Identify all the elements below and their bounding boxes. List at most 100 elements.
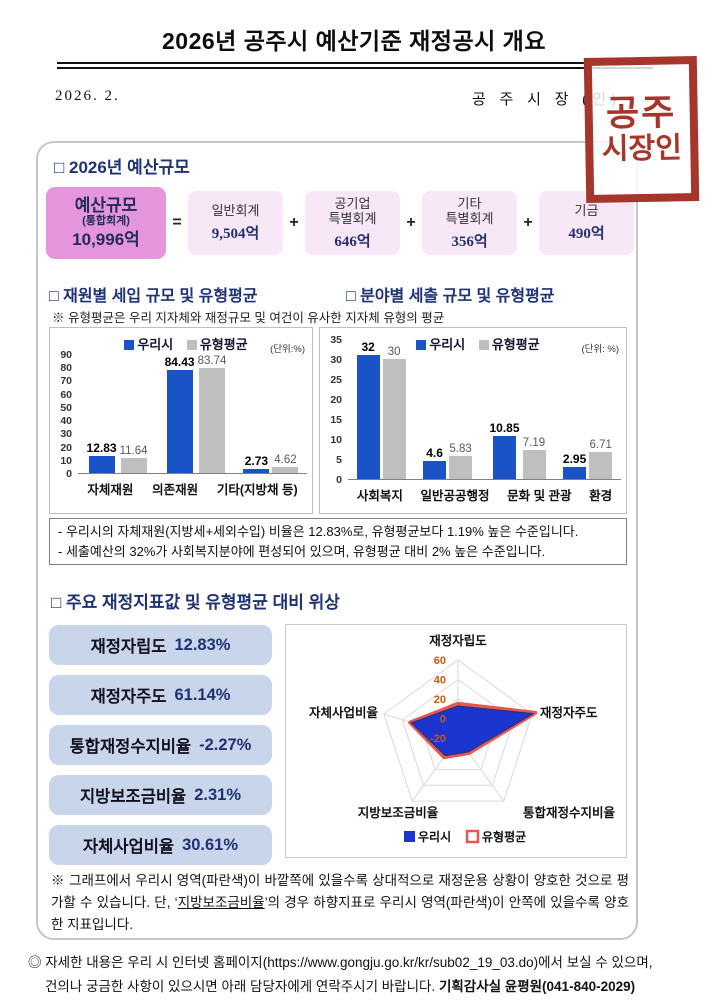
budget-item-box: 기타 특별회계 356억 [422,191,517,255]
bar-column: 2.95 [563,340,586,479]
indicator-label: 재정자립도 [90,638,167,656]
series2-swatch-icon [478,340,489,350]
bar [382,359,406,479]
note-underlined-term: 지방보조금비율 [177,895,265,910]
page-title: 2026년 공주시 예산기준 재정공시 개요 [162,28,546,54]
indicator-card: 재정자립도 12.83% [49,625,272,665]
y-axis-tick: 0 [66,468,72,480]
y-axis-tick: 0 [336,474,342,486]
radar-series-city [410,705,534,757]
budget-item-box: 일반회계 9,504억 [188,191,283,255]
radar-chart: 60 40 20 0 -20 재정자립도 재정자주도 통합재정수지비율 지방보조금비율 자체사업비… [285,624,627,858]
bar-column: 83.74 [198,355,226,473]
bar-column: 10.85 [489,340,520,479]
budget-total-subtitle: (통합회계) [82,214,130,227]
budget-total-box: 예산규모 (통합회계) 10,996억 [46,187,166,259]
revenue-chart-heading: □ 재원별 세입 규모 및 유형평균 [49,288,258,305]
bar [198,368,225,473]
bar-column: 6.71 [589,340,613,479]
bar [88,456,115,473]
category-label: 기타(지방채 등) [216,483,298,497]
y-axis-tick: 90 [60,349,72,361]
radar-series-average [408,701,538,760]
indicator-value: 2.31% [194,785,242,804]
bar-group: 4.6 5.83 [423,340,473,479]
category-labels: 사회복지 일반공공행정 문화 및 관광 환경 [348,485,621,504]
series1-swatch-icon [416,340,427,350]
plot-region: 32 30 4.6 5.83 10.85 7.19 2.95 6.71 [348,340,621,480]
findings-box: - 우리시의 자체재원(지방세+세외수입) 비율은 12.83%로, 유형평균보… [49,518,627,565]
indicator-section-heading: □ 주요 재정지표값 및 유형평균 대비 위상 [51,593,340,612]
radar-tick-label: 40 [434,675,446,687]
legend-average-label: 유형평균 [482,829,526,844]
footer-line1: ◎ 자세한 내용은 우리 시 인터넷 홈페이지(https://www.gong… [28,955,653,970]
legend-city-label: 우리시 [418,829,451,844]
radar-axis-label: 자체사업비율 [309,705,379,720]
series1-label: 우리시 [137,337,174,352]
revenue-bar-chart: 우리시 유형평균 (단위:%) 0 10 20 30 40 50 60 70 80 90 12.83… [49,327,313,514]
y-axis-tick: 20 [60,441,72,454]
radar-axis-label: 통합재정수지비율 [523,805,616,820]
indicator-card: 재정자주도 61.14% [49,675,272,715]
note-part1: ※ 그래프에서 우리시 영역(파란색)이 바깥쪽에 있을수록 상대적으로 재정운… [51,873,629,910]
footer-line2: 건의나 궁금한 사항이 있으시면 아래 담당자에게 연락주시기 바랍니다. 기획… [28,975,694,999]
budget-item-label: 일반회계 [211,203,260,218]
bar [589,452,613,479]
indicator-value: 61.14% [174,685,231,704]
y-axis-tick: 60 [60,388,72,401]
expenditure-chart-heading: □ 분야별 세출 규모 및 유형평균 [346,288,555,305]
budget-item-label2: 특별회계 [445,210,494,226]
bar [522,450,546,479]
radar-tick-label: -20 [430,733,446,745]
equals-sign: = [172,214,182,231]
bar-column: 7.19 [522,340,546,479]
finding-line: - 우리시의 자체재원(지방세+세외수입) 비율은 12.83%로, 유형평균보… [58,524,579,539]
bar-column: 4.6 [423,340,447,479]
bar-column: 84.43 [165,355,195,473]
stamp-text-line2: 시장인 [601,131,683,166]
indicator-card: 지방보조금비율 2.31% [49,775,272,815]
chart-legend: 우리시 유형평균 [50,334,312,353]
plot-region: 12.83 11.64 84.43 83.74 2.73 4.62 [78,355,307,474]
radar-axis-label: 재정자주도 [540,705,598,720]
footer-contact-bold: 기획감사실 윤평원(041-840-2029) [438,979,636,994]
bar [423,461,447,479]
budget-item-value: 646억 [334,233,371,250]
budget-item-label2: 특별회계 [328,210,377,226]
bar [449,456,473,479]
bar [563,467,587,479]
bar-value-label: 30 [387,346,401,358]
y-axis-tick: 30 [330,354,342,366]
bar-group: 12.83 11.64 [87,355,148,473]
indicator-value: -2.27% [199,735,252,754]
budget-item-label: 공기업 [334,195,371,211]
bar-value-label: 84.43 [164,355,195,369]
document-date: 2026. 2. [55,88,120,104]
budget-section-heading: □ 2026년 예산규모 [54,158,190,177]
plus-sign: + [289,214,299,231]
indicator-value: 12.83% [174,635,231,654]
radar-tick-label: 0 [440,714,446,726]
budget-summary-row: 예산규모 (통합회계) 10,996억 = 일반회계 9,504억 + 공기업 특… [46,185,636,261]
bar-value-label: 7.19 [522,437,546,449]
footer-line2-text: 건의나 궁금한 사항이 있으시면 아래 담당자에게 연락주시기 바랍니다. [45,979,439,994]
indicator-label: 재정자주도 [90,688,167,706]
title-underline [57,62,653,69]
radar-ring [383,659,533,802]
bar-value-label: 5.83 [449,443,472,455]
bar-group: 32 30 [356,340,406,479]
content-container: □ 2026년 예산규모 예산규모 (통합회계) 10,996억 = 일반회계 … [36,141,638,940]
radar-axis-label: 재정자립도 [429,633,487,648]
radar-tick-label: 20 [434,694,446,706]
bar [243,469,270,473]
chart-unit-label: (단위:%) [270,344,305,355]
category-label: 자체재원 [87,483,134,497]
y-axis-tick: 70 [60,375,72,388]
bar-value-label: 32 [361,340,375,354]
y-axis-tick: 35 [330,334,342,346]
budget-item-label: 기금 [574,203,599,218]
bar-value-label: 12.83 [86,441,117,455]
radar-axis-label: 지방보조금비율 [358,805,439,820]
bar-column: 32 [356,340,380,479]
